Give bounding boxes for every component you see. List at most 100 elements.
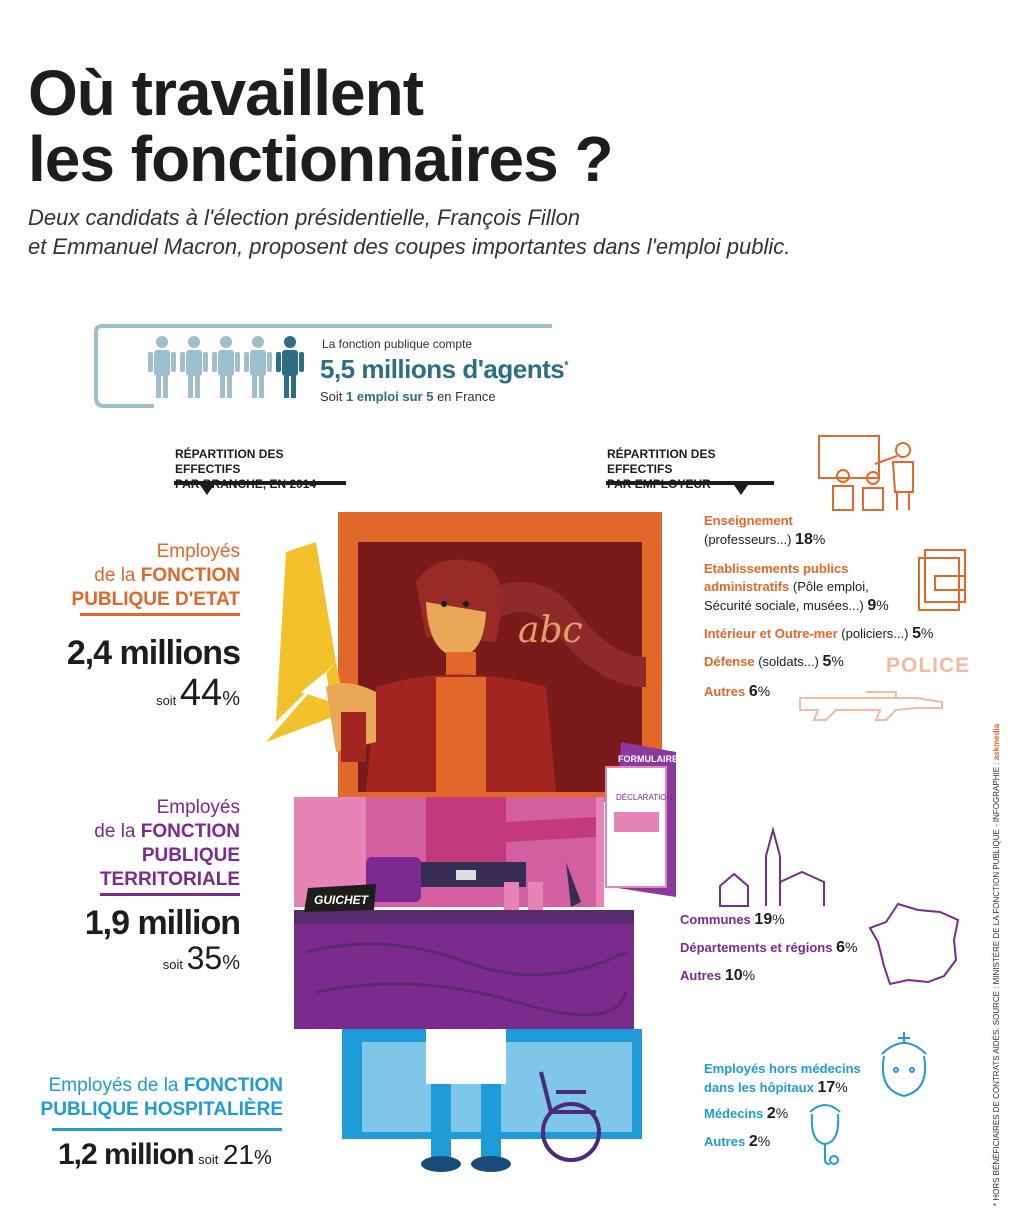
documents-icon — [918, 549, 966, 611]
employer-interieur-sign: % — [921, 625, 934, 641]
branch-territoriale-share: soit 35% — [40, 940, 240, 977]
employer-departements-label: Départements et régions — [680, 940, 833, 955]
civil-servant-illustration: abc FORMULAIRE DÉCLARATION — [266, 512, 676, 1172]
employer-departements-value: 6 — [836, 939, 845, 956]
branch-territoriale-pct-sign: % — [222, 952, 240, 974]
people-icon — [148, 336, 304, 398]
branch-territoriale-line-2-bold: FONCTION — [140, 821, 240, 842]
branch-hospitaliere-line-1-bold: FONCTION — [183, 1075, 283, 1096]
total-box-frame — [94, 324, 552, 408]
branch-etat-soit: soit — [156, 693, 177, 708]
employer-etat-autres-value: 6 — [748, 683, 758, 700]
employer-epa-detail: (Pôle emploi, Sécurité sociale, musées..… — [704, 579, 869, 613]
page-title: Où travaillent les fonctionnaires ? — [28, 60, 748, 192]
branch-etat-count: 2,4 millions — [66, 634, 241, 672]
classroom-icon — [818, 435, 914, 511]
branch-hospitaliere-count: 1,2 million — [58, 1138, 195, 1171]
employer-communes: Communes 19% — [680, 910, 880, 929]
branch-hospitaliere-pct-sign: % — [254, 1147, 272, 1169]
employer-defense-detail: (soldats...) — [758, 654, 819, 669]
ratio-pre: Soit — [320, 389, 343, 404]
teacher-figure — [326, 559, 556, 792]
branch-territoriale-line-3: PUBLIQUE — [40, 844, 240, 868]
branch-hospitaliere-line-2-bold: PUBLIQUE HOSPITALIÈRE — [40, 1099, 283, 1120]
branch-etat-line-2: de la FONCTION — [40, 564, 240, 588]
pink-office-section — [294, 797, 604, 907]
employer-defense-label: Défense — [704, 654, 755, 669]
employer-epa-sign: % — [876, 597, 889, 613]
form-icon — [605, 742, 676, 897]
branch-territoriale-count: 1,9 million — [84, 904, 241, 942]
guichet-text: GUICHET — [314, 893, 370, 907]
employer-hospitaliere-autres-label: Autres — [704, 1134, 746, 1149]
subtitle: Deux candidats à l'élection présidentiel… — [28, 203, 948, 261]
branch-etat-divider — [80, 613, 240, 616]
branch-hospitaliere-soit: soit — [198, 1152, 219, 1167]
branch-territoriale-label: Employés de la FONCTION PUBLIQUE TERRITO… — [40, 796, 240, 892]
employer-hospitaliere-autres: Autres 2% — [704, 1132, 824, 1151]
employer-medecins: Médecins 2% — [704, 1104, 824, 1123]
employer-medecins-value: 2 — [766, 1105, 776, 1122]
employer-territoriale-autres-label: Autres — [680, 968, 722, 983]
footnote-text: * HORS BÉNÉFICIAIRES DE CONTRATS AIDÉS. … — [992, 724, 1001, 1206]
branch-hospitaliere-divider — [52, 1128, 282, 1131]
title-line-1: Où travaillent — [28, 57, 424, 129]
employer-hospitaliere-autres-sign: % — [757, 1133, 771, 1149]
branch-territoriale-line-4-bold: TERRITORIALE — [99, 869, 240, 890]
branch-etat-label: Employés de la FONCTION PUBLIQUE D'ETAT — [40, 540, 240, 612]
employer-defense: Défense (soldats...) 5% — [704, 652, 884, 671]
employer-interieur-detail: (policiers...) — [841, 626, 909, 641]
employer-epa-value: 9 — [867, 597, 877, 614]
doctor-icon — [809, 1104, 841, 1165]
left-header-line-1: RÉPARTITION DES EFFECTIFS — [175, 447, 284, 476]
left-header-pointer — [174, 481, 346, 495]
employer-enseignement: Enseignement (professeurs...) 18% — [704, 512, 904, 549]
form-label-text: DÉCLARATION — [616, 793, 673, 802]
branch-etat-pct-sign: % — [222, 688, 240, 710]
employer-departements-sign: % — [844, 939, 858, 955]
desk-icon — [294, 862, 634, 1029]
guichet-sign — [304, 884, 376, 912]
employer-departements: Départements et régions 6% — [680, 938, 900, 957]
employer-communes-label: Communes — [680, 912, 751, 927]
branch-territoriale-line-3-bold: PUBLIQUE — [141, 845, 240, 866]
france-map-icon — [868, 902, 960, 986]
employer-territoriale-autres-value: 10 — [724, 967, 743, 984]
employer-hors-medecins: Employés hors médecins dans les hôpitaux… — [704, 1060, 869, 1097]
employer-enseignement-value: 18 — [795, 531, 813, 548]
footnote: * HORS BÉNÉFICIAIRES DE CONTRATS AIDÉS. … — [990, 724, 1010, 1206]
branch-territoriale-line-4: TERRITORIALE — [40, 868, 240, 892]
branch-territoriale-line-2: de la FONCTION — [40, 820, 240, 844]
employer-etat-autres-label: Autres — [704, 684, 746, 699]
total-value-text: 5,5 millions d'agents — [320, 354, 565, 384]
employer-interieur: Intérieur et Outre-mer (policiers...) 5% — [704, 624, 974, 643]
subtitle-line-2: et Emmanuel Macron, proposent des coupes… — [28, 234, 791, 259]
hospital-section — [342, 1029, 642, 1172]
employer-communes-value: 19 — [754, 911, 773, 928]
branch-etat-line-2-bold: FONCTION — [140, 565, 240, 586]
ratio-post: en France — [437, 389, 496, 404]
branch-etat-line-2-pre: de la — [94, 565, 136, 586]
branch-etat-line-3-bold: PUBLIQUE D'ETAT — [71, 589, 240, 610]
employer-hors-medecins-sign: % — [835, 1079, 848, 1095]
employer-hors-medecins-value: 17 — [817, 1079, 836, 1096]
employer-territoriale-autres: Autres 10% — [680, 966, 800, 985]
employer-interieur-label: Intérieur et Outre-mer — [704, 626, 838, 641]
wheelchair-icon — [539, 1071, 601, 1162]
employer-defense-value: 5 — [822, 653, 832, 670]
employer-hospitaliere-autres-value: 2 — [748, 1133, 758, 1150]
ratio-bold: 1 emploi sur 5 — [346, 389, 434, 404]
branch-territoriale-soit: soit — [162, 957, 183, 972]
total-ratio: Soit 1 emploi sur 5 en France — [320, 389, 496, 404]
police-label: POLICE — [886, 654, 971, 677]
employer-communes-sign: % — [772, 911, 785, 927]
employer-epa: Etablissements publics administratifs (P… — [704, 560, 914, 615]
employer-territoriale-autres-sign: % — [742, 967, 756, 983]
branch-territoriale-divider — [100, 893, 240, 896]
employer-enseignement-detail: (professeurs...) — [704, 532, 792, 547]
branch-hospitaliere-label: Employés de la FONCTION PUBLIQUE HOSPITA… — [20, 1074, 283, 1122]
employer-hors-medecins-label: Employés hors médecins dans les hôpitaux — [704, 1061, 861, 1095]
branch-etat-line-1: Employés — [156, 541, 240, 562]
employer-enseignement-label: Enseignement — [704, 513, 793, 528]
branch-territoriale-pct: 35 — [186, 940, 223, 976]
